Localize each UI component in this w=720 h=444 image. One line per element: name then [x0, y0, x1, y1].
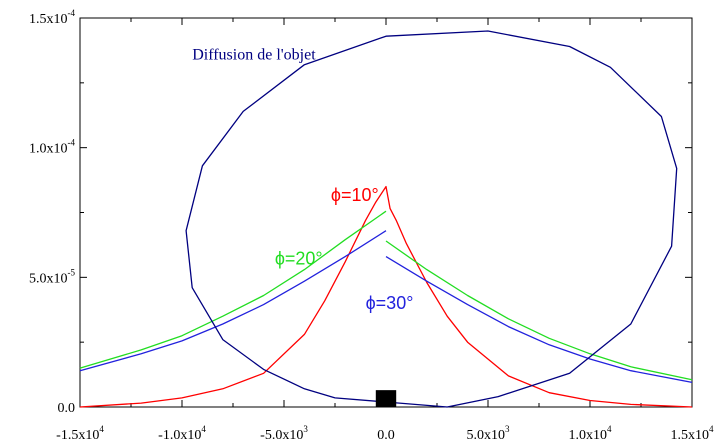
- series-line-2: [79, 230, 693, 384]
- annotation-1: ϕ=10°: [331, 185, 379, 205]
- series-line-0: [79, 185, 693, 408]
- tick-labels: -1.5x104 -1.0x104 -5.0x103 0.0 5.0x103 1.0x10…: [29, 8, 714, 443]
- x-tick-label: -1.5x104: [56, 424, 104, 443]
- x-tick-label: -5.0x103: [260, 424, 308, 443]
- x-tick-label: 1.0x104: [569, 424, 613, 443]
- x-tick-label: -1.0x104: [158, 424, 206, 443]
- series-line-1: [79, 210, 693, 381]
- x-tick-label: 5.0x103: [467, 424, 511, 443]
- y-tick-label: 1.5x10-4: [29, 8, 75, 27]
- annotation-3: ϕ=30°: [366, 293, 414, 313]
- series-layer: [79, 30, 693, 408]
- annotation-0: Diffusion de l'objet: [192, 46, 316, 63]
- object-marker: [375, 390, 397, 407]
- series-line-3: [185, 30, 678, 408]
- y-tick-label: 1.0x10-4: [29, 138, 75, 157]
- annotation-2: ϕ=20°: [275, 249, 323, 269]
- x-tick-label: 1.5x104: [671, 424, 715, 443]
- annotations: Diffusion de l'objet ϕ=10° ϕ=20° ϕ=30°: [192, 46, 413, 312]
- y-tick-label: 0.0: [58, 401, 76, 416]
- x-tick-label: 0.0: [377, 428, 395, 443]
- y-tick-label: 5.0x10-5: [29, 267, 75, 286]
- marker-layer: [375, 390, 397, 407]
